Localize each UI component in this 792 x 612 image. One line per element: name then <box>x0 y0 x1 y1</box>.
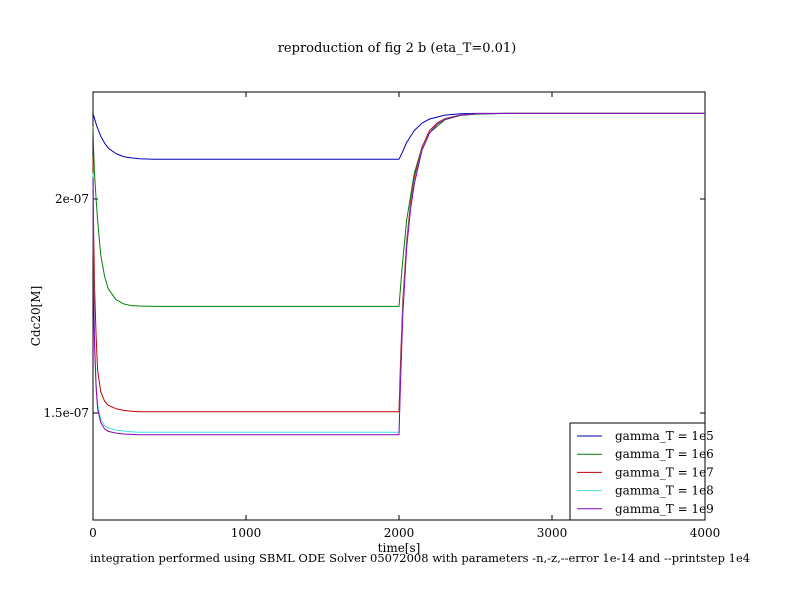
legend: gamma_T = 1e5 gamma_T = 1e6 gamma_T = 1e7 g… <box>569 422 714 521</box>
series-line-5 <box>92 112 705 436</box>
series-line-4 <box>92 112 705 433</box>
x-tick-label: 4000 <box>690 526 721 540</box>
x-tick-label: 2000 <box>384 526 415 540</box>
y-tick-label: 2e-07 <box>55 192 89 206</box>
series-layer <box>92 112 705 436</box>
x-tick-label: 1000 <box>231 526 262 540</box>
x-tick-label: 0 <box>89 526 97 540</box>
legend-box <box>569 422 706 521</box>
legend-entry: gamma_T = 1e8 <box>615 484 714 498</box>
chart-title: reproduction of fig 2 b (eta_T=0.01) <box>278 41 517 56</box>
legend-entry: gamma_T = 1e5 <box>615 429 714 443</box>
y-axis-label: Cdc20[M] <box>29 286 43 347</box>
y-axis: 1.5e-07 2e-07 <box>43 192 705 420</box>
y-tick-label: 1.5e-07 <box>43 406 89 420</box>
x-axis: 0 1000 2000 3000 4000 <box>89 92 720 540</box>
legend-entry: gamma_T = 1e6 <box>615 447 714 461</box>
x-axis-label: time[s] <box>378 541 421 555</box>
series-line-2 <box>92 112 705 307</box>
series-line-1 <box>92 112 705 160</box>
x-tick-label: 3000 <box>537 526 568 540</box>
legend-entry: gamma_T = 1e9 <box>615 502 714 516</box>
footnote: integration performed using SBML ODE Sol… <box>90 551 750 565</box>
legend-entry: gamma_T = 1e7 <box>615 465 714 479</box>
